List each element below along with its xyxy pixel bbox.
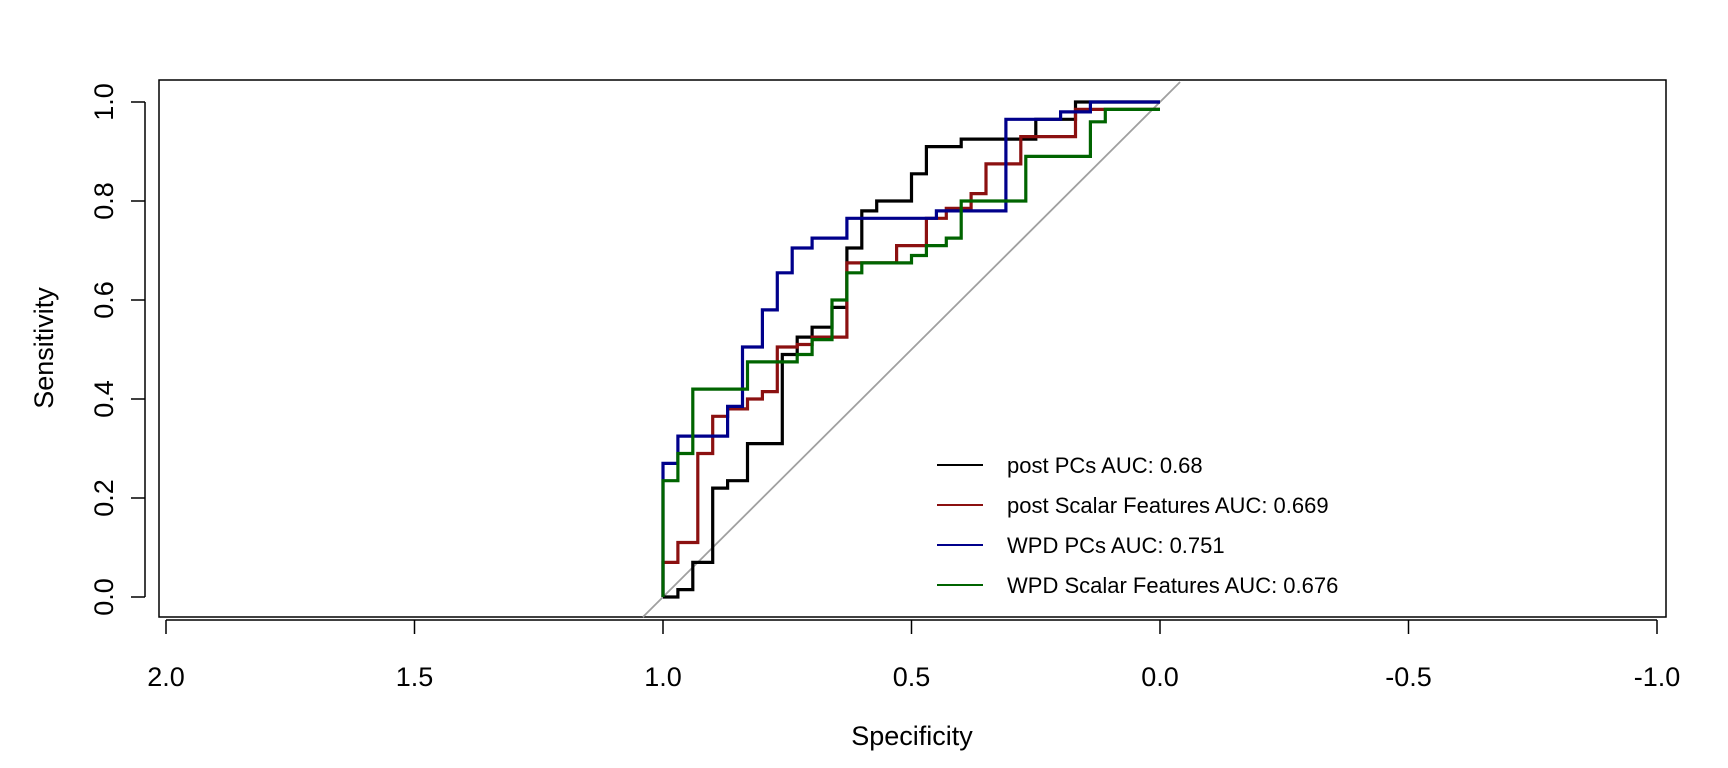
- series-line-3: [661, 100, 1160, 597]
- x-tick-label: -0.5: [1385, 662, 1432, 692]
- y-axis-title: Sensitivity: [29, 287, 59, 409]
- y-tick-label: 0.0: [89, 578, 119, 616]
- plot-frame: [158, 79, 1667, 618]
- legend-label: WPD PCs AUC: 0.751: [1007, 533, 1225, 558]
- x-tick-label: -1.0: [1634, 662, 1681, 692]
- legend-label: WPD Scalar Features AUC: 0.676: [1007, 573, 1338, 598]
- x-tick-label: 1.5: [396, 662, 434, 692]
- y-axis: 0.0 0.2 0.4 0.6 0.8 1.0: [89, 83, 146, 616]
- x-tick-label: 2.0: [147, 662, 185, 692]
- legend: post PCs AUC: 0.68 post Scalar Features A…: [937, 453, 1338, 598]
- y-tick-label: 0.8: [89, 182, 119, 220]
- x-axis: 2.0 1.5 1.0 0.5 0.0 -0.5 -1.0: [147, 619, 1681, 692]
- y-tick-label: 0.6: [89, 281, 119, 319]
- x-tick-label: 0.0: [1141, 662, 1179, 692]
- x-tick-label: 1.0: [644, 662, 682, 692]
- x-axis-title: Specificity: [851, 721, 973, 751]
- y-tick-label: 0.2: [89, 479, 119, 517]
- series-layer: [661, 100, 1160, 599]
- legend-label: post Scalar Features AUC: 0.669: [1007, 493, 1329, 518]
- reference-line: [642, 81, 1181, 618]
- x-tick-label: 0.5: [893, 662, 931, 692]
- y-tick-label: 0.4: [89, 380, 119, 418]
- series-line-4: [661, 107, 1160, 597]
- y-tick-label: 1.0: [89, 83, 119, 121]
- legend-label: post PCs AUC: 0.68: [1007, 453, 1203, 478]
